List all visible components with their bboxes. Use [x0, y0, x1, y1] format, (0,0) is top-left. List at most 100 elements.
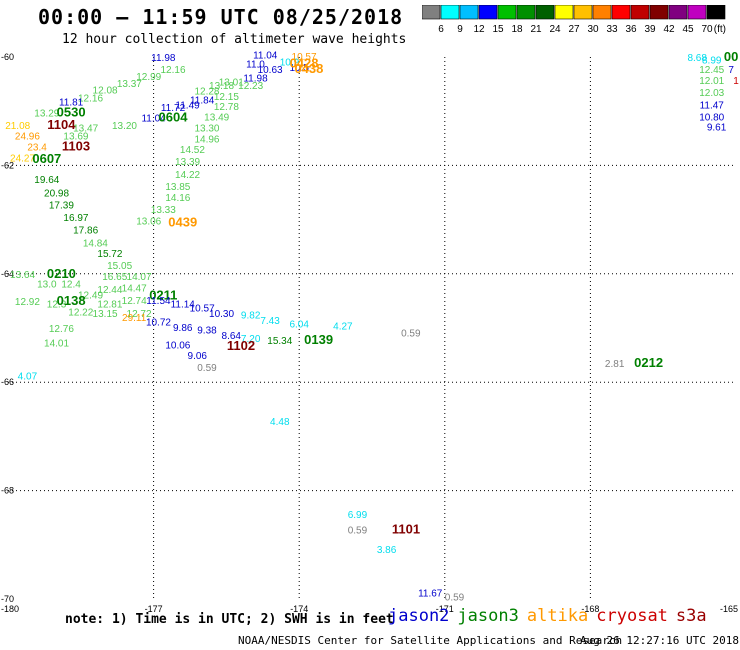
wave-height-value: 6.04	[289, 320, 309, 331]
color-scale-label: 45	[682, 24, 694, 35]
wave-height-value: 13.15	[93, 309, 118, 320]
y-tick-label: -66	[1, 377, 14, 387]
color-swatch	[573, 5, 593, 20]
color-swatch	[592, 5, 612, 20]
color-swatch	[535, 5, 555, 20]
x-tick-label: -180	[1, 604, 19, 614]
color-scale-label: 6	[438, 24, 444, 35]
color-scale-label: 21	[530, 24, 542, 35]
credit-line: NOAA/NESDIS Center for Satellite Applica…	[238, 634, 623, 647]
wave-height-value: 12.01	[699, 76, 724, 87]
wave-height-value: 3.86	[377, 545, 397, 556]
color-scale-label: 39	[644, 24, 656, 35]
wave-height-value: 15.34	[267, 336, 292, 347]
wave-height-value: 1	[733, 76, 739, 87]
wave-height-value: 4.48	[270, 417, 290, 428]
wave-height-value: 11.0	[246, 60, 265, 71]
time-label: 0530	[57, 104, 86, 119]
wave-height-value: 9.38	[197, 326, 217, 337]
wave-height-value: 13.29	[34, 108, 59, 119]
wave-height-value: 12.76	[49, 324, 74, 335]
wave-height-value: 15.05	[107, 261, 132, 272]
wave-height-value: 10.80	[699, 113, 724, 124]
wave-height-value: 13.0	[37, 280, 57, 291]
wave-height-value: 10.57	[292, 52, 317, 63]
wave-height-value: 17.86	[73, 225, 98, 236]
color-scale-unit: (ft)	[714, 24, 726, 35]
wave-height-value: 11.54	[146, 296, 171, 307]
legend-s3a: s3a	[675, 606, 707, 626]
x-tick-label: -165	[720, 604, 738, 614]
chart-title: 00:00 – 11:59 UTC 08/25/2018	[38, 5, 404, 29]
legend-cryosat: cryosat	[596, 606, 668, 626]
wave-height-value: 16.97	[63, 213, 88, 224]
wave-height-value: 11.47	[700, 101, 725, 112]
wave-height-value: 24.96	[15, 132, 40, 143]
wave-height-value: 23.4	[27, 142, 47, 153]
color-swatch	[668, 5, 688, 20]
wave-height-value: 12.16	[160, 65, 185, 76]
color-scale-label: 36	[625, 24, 637, 35]
time-label: 0210	[47, 266, 76, 281]
wave-height-value: 10.9	[280, 57, 300, 68]
wave-height-value: 12.03	[699, 88, 724, 99]
wave-height-value: 9.06	[188, 351, 208, 362]
wave-height-value: 11.72	[161, 103, 186, 114]
wave-height-value: 14.22	[175, 170, 200, 181]
color-swatch	[630, 5, 650, 20]
color-scale-label: 18	[511, 24, 523, 35]
wave-height-value: 11.49	[175, 101, 200, 112]
wave-height-value: 11.04	[253, 50, 278, 61]
legend-jason2: jason2	[388, 606, 450, 626]
time-label: 1101	[392, 522, 420, 537]
wave-height-value: 13.69	[63, 132, 88, 143]
wave-height-value: 13.39	[175, 157, 200, 168]
wave-height-value: 4.07	[18, 372, 38, 383]
wave-height-value: 0.59	[197, 363, 217, 374]
color-swatch	[440, 5, 460, 20]
wave-height-value: 12.23	[238, 81, 263, 92]
wave-height-value: 11.14	[171, 300, 196, 311]
time-label: 00	[724, 49, 738, 64]
wave-height-value: 8.99	[702, 56, 722, 67]
color-swatch	[706, 5, 726, 20]
wave-height-value: 10.57	[190, 303, 215, 314]
color-swatch	[516, 5, 536, 20]
wave-height-value: 2.81	[605, 359, 625, 370]
wave-height-value: 8.68	[687, 53, 707, 64]
y-tick-label: -64	[1, 269, 14, 279]
wave-height-value: 11.04	[141, 114, 166, 125]
wave-height-value: 9.61	[707, 122, 727, 133]
wave-height-value: 14.16	[165, 193, 190, 204]
wave-height-value: 14.07	[127, 272, 152, 283]
color-scale-label: 15	[492, 24, 504, 35]
wave-height-value: 12.49	[78, 290, 103, 301]
time-label: 0212	[634, 355, 663, 370]
wave-height-value: 12.28	[194, 87, 219, 98]
color-scale-label: 70	[701, 24, 713, 35]
wave-height-value: 0.59	[445, 592, 465, 603]
wave-height-value: 14.84	[83, 238, 108, 249]
legend-jason3: jason3	[457, 606, 519, 626]
wave-height-value: 13.47	[73, 123, 98, 134]
wave-height-value: 13.37	[117, 79, 142, 90]
wave-height-value: 13.85	[165, 182, 190, 193]
wave-height-value: 7	[728, 65, 734, 76]
time-label: 1102	[227, 338, 255, 353]
footnote: note: 1) Time is in UTC; 2) SWH is in fe…	[65, 612, 394, 627]
color-scale-label: 33	[606, 24, 618, 35]
wave-height-value: 12.4	[61, 280, 81, 291]
wave-height-value: 29.11	[122, 313, 147, 324]
y-tick-label: -68	[1, 486, 14, 496]
color-swatch	[611, 5, 631, 20]
wave-height-value: 13.20	[112, 121, 137, 132]
time-label: 0211	[149, 287, 177, 302]
color-swatch	[649, 5, 669, 20]
time-label: 0604	[159, 110, 189, 125]
wave-height-value: 12.74	[122, 296, 147, 307]
wave-height-value: 10.5	[289, 63, 309, 74]
color-swatch	[554, 5, 574, 20]
time-label: 0438	[294, 61, 323, 76]
y-tick-label: -60	[1, 52, 14, 62]
